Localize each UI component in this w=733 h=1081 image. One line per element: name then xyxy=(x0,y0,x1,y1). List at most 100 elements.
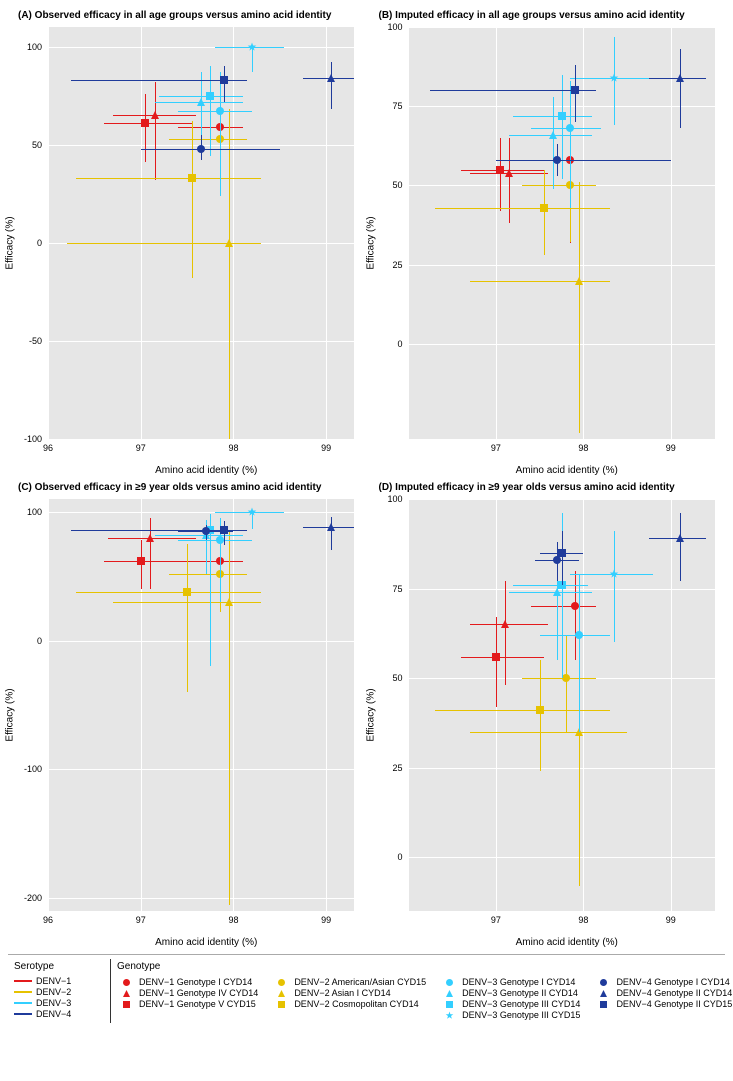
errorbar-y xyxy=(680,49,681,128)
legend-genotype-item: DENV−4 Genotype II CYD15 xyxy=(594,999,732,1009)
xtick: 98 xyxy=(578,443,588,453)
data-point xyxy=(224,597,234,607)
legend-serotype: Serotype DENV−1DENV−2DENV−3DENV−4 xyxy=(8,959,111,1023)
errorbar-x xyxy=(435,710,610,711)
data-point xyxy=(150,110,160,120)
xtick: 96 xyxy=(43,915,53,925)
panel-B-plot: 9798990255075100 xyxy=(409,27,715,439)
legend-serotype-item: DENV−4 xyxy=(14,1009,104,1019)
ytick: 25 xyxy=(392,763,402,773)
legend-genotype: Genotype DENV−1 Genotype I CYD14DENV−1 G… xyxy=(111,959,733,1023)
ytick: 50 xyxy=(392,180,402,190)
data-point xyxy=(574,276,584,286)
panel-A-xlabel: Amino acid identity (%) xyxy=(48,465,365,476)
ytick: -50 xyxy=(29,336,42,346)
errorbar-y xyxy=(562,531,563,585)
errorbar-x xyxy=(531,606,597,607)
ytick: 0 xyxy=(37,636,42,646)
errorbar-x xyxy=(470,732,627,733)
legend-genotype-item: DENV−1 Genotype I CYD14 xyxy=(117,977,258,987)
panel-C-title: (C) Observed efficacy in ≥9 year olds ve… xyxy=(18,482,365,493)
errorbar-y xyxy=(509,138,510,224)
ytick: 75 xyxy=(392,101,402,111)
data-point xyxy=(535,705,545,715)
data-point xyxy=(557,548,567,558)
panel-C: (C) Observed efficacy in ≥9 year olds ve… xyxy=(8,480,365,948)
xtick: 99 xyxy=(321,443,331,453)
panel-B-ylabel: Efficacy (%) xyxy=(365,216,376,269)
errorbar-y xyxy=(579,574,580,732)
panel-grid: (A) Observed efficacy in all age groups … xyxy=(8,8,725,948)
panel-D-plot: 9798990255075100 xyxy=(409,499,715,911)
errorbar-y xyxy=(570,81,571,208)
ytick: 100 xyxy=(387,494,402,504)
errorbar-y xyxy=(553,97,554,189)
legend-serotype-item: DENV−1 xyxy=(14,976,104,986)
errorbar-y xyxy=(331,62,332,109)
data-point xyxy=(145,533,155,543)
data-point xyxy=(552,155,562,165)
ytick: 25 xyxy=(392,260,402,270)
legend-genotype-item: DENV−3 Genotype III CYD15 xyxy=(440,1010,580,1020)
errorbar-y xyxy=(505,581,506,685)
data-point xyxy=(675,73,685,83)
data-point xyxy=(548,130,558,140)
panel-A-chart: Efficacy (%) 96979899-100-50050100 xyxy=(8,23,358,463)
legend-genotype-item: DENV−1 Genotype IV CYD14 xyxy=(117,988,258,998)
ytick: -100 xyxy=(24,764,42,774)
xtick: 99 xyxy=(321,915,331,925)
legend-genotype-item: DENV−1 Genotype V CYD15 xyxy=(117,999,258,1009)
legend-genotype-item: DENV−2 Asian I CYD14 xyxy=(272,988,426,998)
panel-D: (D) Imputed efficacy in ≥9 year olds ver… xyxy=(369,480,726,948)
panel-D-xlabel: Amino acid identity (%) xyxy=(409,937,726,948)
xtick: 97 xyxy=(491,443,501,453)
errorbar-x xyxy=(435,208,610,209)
errorbar-x xyxy=(522,185,596,186)
panel-A-title: (A) Observed efficacy in all age groups … xyxy=(18,10,365,21)
panel-C-xlabel: Amino acid identity (%) xyxy=(48,937,365,948)
data-point xyxy=(557,111,567,121)
legend-serotype-item: DENV−3 xyxy=(14,998,104,1008)
errorbar-x xyxy=(461,657,544,658)
errorbar-x xyxy=(496,160,671,161)
data-point xyxy=(201,526,211,536)
panel-D-chart: Efficacy (%) 9798990255075100 xyxy=(369,495,719,935)
ytick: 0 xyxy=(37,238,42,248)
xtick: 98 xyxy=(228,443,238,453)
errorbar-y xyxy=(229,531,230,904)
errorbar-x xyxy=(159,96,242,97)
xtick: 96 xyxy=(43,443,53,453)
errorbar-y xyxy=(210,514,211,666)
panel-D-title: (D) Imputed efficacy in ≥9 year olds ver… xyxy=(379,482,726,493)
legend-genotype-items: DENV−1 Genotype I CYD14DENV−1 Genotype I… xyxy=(117,976,732,1021)
legend-serotype-item: DENV−2 xyxy=(14,987,104,997)
ytick: 0 xyxy=(397,852,402,862)
legend-serotype-items: DENV−1DENV−2DENV−3DENV−4 xyxy=(14,976,104,1019)
legend-genotype-item: DENV−3 Genotype III CYD14 xyxy=(440,999,580,1009)
panel-B-title: (B) Imputed efficacy in all age groups v… xyxy=(379,10,726,21)
data-point xyxy=(491,652,501,662)
errorbar-y xyxy=(155,82,156,180)
data-point xyxy=(140,118,150,128)
errorbar-y xyxy=(614,531,615,642)
errorbar-x xyxy=(76,592,261,593)
errorbar-x xyxy=(509,592,592,593)
data-point xyxy=(574,630,584,640)
xtick: 97 xyxy=(136,443,146,453)
data-point xyxy=(136,556,146,566)
ytick: 50 xyxy=(32,140,42,150)
errorbar-y xyxy=(540,660,541,771)
data-point xyxy=(570,85,580,95)
errorbar-y xyxy=(496,617,497,707)
data-point xyxy=(495,165,505,175)
data-point xyxy=(565,123,575,133)
panel-B-chart: Efficacy (%) 9798990255075100 xyxy=(369,23,719,463)
legend-genotype-title: Genotype xyxy=(117,961,732,972)
errorbar-x xyxy=(169,139,248,140)
errorbar-y xyxy=(220,72,221,196)
data-point xyxy=(609,569,619,579)
xtick: 97 xyxy=(491,915,501,925)
errorbar-x xyxy=(470,281,610,282)
errorbar-y xyxy=(187,544,188,692)
xtick: 99 xyxy=(666,915,676,925)
